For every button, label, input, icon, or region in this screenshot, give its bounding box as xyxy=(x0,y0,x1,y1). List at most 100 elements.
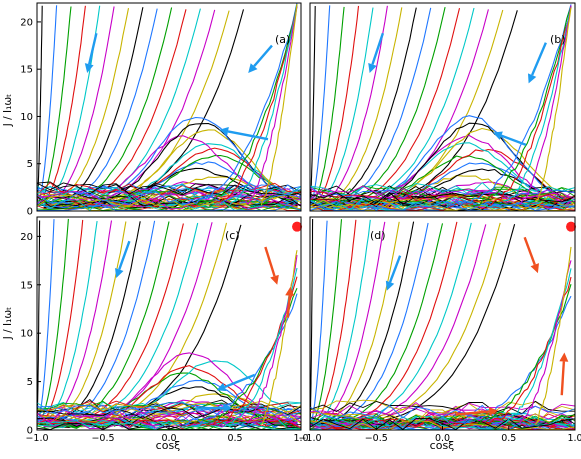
trajectory-band xyxy=(310,193,575,205)
trajectory-rise xyxy=(37,7,144,206)
trajectory-band xyxy=(310,192,575,207)
trajectory-arrow-shaft xyxy=(118,240,131,270)
trajectories-2 xyxy=(37,218,301,430)
trajectory-right xyxy=(260,250,298,426)
trajectory-rise xyxy=(310,219,357,425)
y-tick-label: 15 xyxy=(20,65,33,76)
trajectory-arrow-head xyxy=(385,280,395,291)
trajectory-arrow-head xyxy=(248,63,258,73)
panel-label: (b) xyxy=(550,33,566,46)
trajectory-right xyxy=(197,4,298,204)
trajectory-band xyxy=(310,182,575,196)
trajectory-arrow-head xyxy=(492,131,503,140)
x-tick-label: 1.0 xyxy=(293,433,308,444)
y-tick-label: 20 xyxy=(20,232,33,243)
y-tick-label: 0 xyxy=(27,207,33,218)
panel-1: (b) xyxy=(309,2,576,212)
trajectory-band xyxy=(310,203,575,211)
trajectory-band xyxy=(37,196,301,211)
trajectory-right xyxy=(245,6,298,205)
trajectory-arrow-head xyxy=(223,403,233,413)
arrows-0 xyxy=(84,32,273,141)
trajectory-arrow-shaft xyxy=(523,236,536,266)
trajectory-band xyxy=(37,194,301,207)
trajectory-right xyxy=(534,246,572,425)
x-tick-label: 0.0 xyxy=(435,433,450,444)
y-tick-label: 5 xyxy=(27,159,33,170)
trajectory-arrow-head xyxy=(527,73,537,84)
trajectories-0 xyxy=(37,3,301,211)
trajectory-arrow-shaft xyxy=(88,32,98,65)
trajectory-band xyxy=(37,404,301,419)
x-tick-label: 0.0 xyxy=(161,433,176,444)
trajectory-right xyxy=(503,268,572,425)
trajectory-rise xyxy=(37,6,115,206)
trajectory-arrow-head xyxy=(488,406,499,416)
endpoint-marker xyxy=(292,221,303,232)
trajectory-band xyxy=(37,190,301,205)
y-tick-label: 10 xyxy=(20,112,33,123)
trajectory-arrow-head xyxy=(368,63,377,73)
trajectory-arrow-shaft xyxy=(224,373,256,389)
trajectory-band xyxy=(37,406,301,419)
trajectory-rise xyxy=(310,219,343,425)
y-axis-label-top: J / I₁ωₜ xyxy=(2,94,14,128)
trajectory-rise xyxy=(310,223,444,425)
endpoint-marker xyxy=(566,221,577,232)
trajectory-right xyxy=(487,276,572,425)
trajectory-band xyxy=(310,399,575,414)
trajectory-arrow-head xyxy=(216,382,227,392)
trajectory-arrow-head xyxy=(285,286,295,297)
trajectory-arrow-shaft xyxy=(371,32,385,65)
trajectory-right xyxy=(471,6,572,207)
trajectories-1 xyxy=(310,4,575,211)
arrows-3 xyxy=(385,236,569,416)
x-tick-label: 1.0 xyxy=(567,433,581,444)
trajectory-band xyxy=(37,197,301,210)
trajectory-rise xyxy=(310,7,417,206)
trajectories-3 xyxy=(310,218,575,430)
trajectory-arrow-head xyxy=(219,126,229,136)
trajectory-band xyxy=(37,184,301,198)
trajectory-rise xyxy=(310,220,328,425)
trajectory-band xyxy=(37,203,301,211)
trajectory-band xyxy=(37,409,301,423)
arrows-2 xyxy=(115,240,295,413)
trajectory-arrow-head xyxy=(115,268,124,278)
trajectory-right xyxy=(518,260,572,424)
x-tick-label: −1.0 xyxy=(298,433,321,444)
trajectory-band xyxy=(310,198,575,211)
arrows-1 xyxy=(368,32,547,146)
trajectory-rise xyxy=(37,10,230,206)
trajectory-right xyxy=(229,267,298,424)
trajectory-band xyxy=(37,193,301,207)
trajectory-rise xyxy=(310,5,388,206)
trajectory-rise xyxy=(37,221,170,425)
trajectory-band xyxy=(310,400,575,415)
y-tick-label: 15 xyxy=(20,280,33,291)
trajectory-right xyxy=(260,3,298,206)
trajectory-band xyxy=(310,418,575,430)
y-tick-label: 5 xyxy=(27,377,33,388)
trajectory-band xyxy=(37,400,301,413)
trajectory-band xyxy=(37,197,301,211)
trajectory-arrow-shaft xyxy=(195,406,224,410)
trajectory-right xyxy=(455,4,572,206)
trajectory-band xyxy=(310,185,575,199)
y-tick-label: 20 xyxy=(20,17,33,28)
y-axis-label-bottom: J / I₁ωₜ xyxy=(2,307,14,341)
panel-label: (d) xyxy=(370,229,386,242)
trajectory-right xyxy=(535,7,572,202)
trajectory-rise xyxy=(310,5,316,206)
trajectory-arrow-shaft xyxy=(455,410,490,416)
trajectory-arrow-shaft xyxy=(388,255,402,283)
trajectory-arrow-shaft xyxy=(286,295,291,318)
panel-label: (a) xyxy=(275,33,290,46)
x-tick-label: 0.5 xyxy=(227,433,242,444)
trajectory-band xyxy=(37,414,301,429)
trajectory-right xyxy=(229,5,298,206)
trajectory-arrow-shaft xyxy=(531,42,547,76)
trajectory-band xyxy=(37,419,301,430)
trajectory-right xyxy=(182,3,298,205)
